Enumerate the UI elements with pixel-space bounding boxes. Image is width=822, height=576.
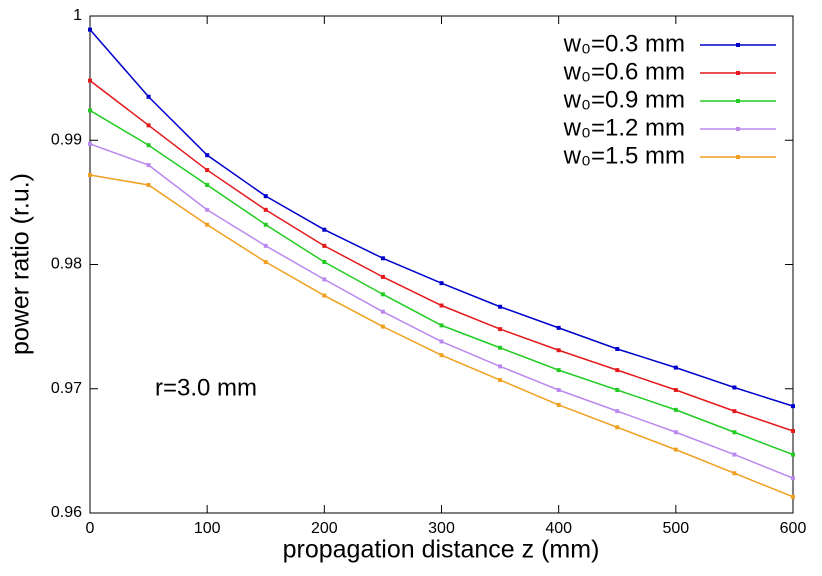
point-marker [380, 256, 385, 261]
point-marker [88, 173, 92, 178]
point-marker [732, 452, 737, 457]
point-marker [732, 385, 737, 390]
point-marker [263, 207, 268, 212]
point-marker [88, 78, 92, 83]
x-tick-label: 400 [545, 520, 572, 537]
point-marker [791, 428, 795, 433]
x-tick-label: 300 [428, 520, 455, 537]
point-marker [673, 365, 678, 370]
point-marker [556, 387, 561, 392]
point-marker [732, 409, 737, 414]
point-marker [322, 227, 327, 232]
point-marker [205, 222, 210, 227]
point-marker [439, 281, 444, 286]
legend-label: w₀=0.6 mm [563, 58, 685, 85]
point-marker [615, 368, 620, 373]
point-marker [615, 409, 620, 414]
x-tick-label: 100 [194, 520, 221, 537]
y-tick-label: 0.96 [51, 504, 82, 521]
point-marker [615, 346, 620, 351]
point-marker [439, 339, 444, 344]
x-axis-label: propagation distance z (mm) [283, 536, 600, 564]
point-marker [556, 402, 561, 407]
legend-marker [736, 155, 740, 159]
point-marker [263, 260, 268, 265]
x-tick-label: 0 [86, 520, 95, 537]
legend-label: w₀=0.3 mm [563, 30, 685, 57]
legend-label: w₀=1.2 mm [563, 114, 685, 141]
point-marker [673, 447, 678, 452]
point-marker [322, 243, 327, 248]
point-marker [498, 304, 503, 309]
point-marker [498, 378, 503, 383]
point-marker [322, 293, 327, 298]
x-tick-label: 200 [311, 520, 338, 537]
point-marker [673, 430, 678, 435]
point-marker [380, 292, 385, 297]
point-marker [498, 327, 503, 332]
point-marker [791, 452, 795, 457]
point-marker [615, 425, 620, 430]
point-marker [439, 303, 444, 308]
point-marker [146, 163, 151, 168]
legend-marker [736, 99, 740, 103]
point-marker [263, 222, 268, 227]
legend-marker [736, 71, 740, 75]
point-marker [732, 471, 737, 476]
legend-label: w₀=1.5 mm [563, 142, 685, 169]
point-marker [439, 323, 444, 328]
point-marker [263, 243, 268, 248]
point-marker [498, 345, 503, 350]
point-marker [146, 182, 151, 187]
point-marker [791, 404, 795, 409]
y-axis-label: power ratio (r.u.) [7, 173, 35, 355]
point-marker [88, 108, 92, 113]
point-marker [380, 324, 385, 329]
point-marker [380, 274, 385, 279]
y-tick-label: 0.97 [51, 380, 82, 397]
point-marker [88, 27, 92, 32]
y-tick-label: 1 [73, 7, 82, 24]
legend-marker [736, 127, 740, 131]
point-marker [205, 168, 210, 173]
series-line [89, 29, 794, 407]
point-marker [205, 153, 210, 158]
y-tick-label: 0.98 [51, 256, 82, 273]
legend-label: w₀=0.9 mm [563, 86, 685, 113]
point-marker [263, 194, 268, 199]
y-tick-label: 0.99 [51, 131, 82, 148]
series-line [89, 174, 794, 498]
point-marker [146, 123, 151, 128]
point-marker [673, 387, 678, 392]
point-marker [615, 387, 620, 392]
point-marker [439, 353, 444, 358]
x-tick-label: 600 [780, 520, 807, 537]
point-marker [732, 430, 737, 435]
point-marker [205, 182, 210, 187]
x-tick-label: 500 [662, 520, 689, 537]
point-marker [380, 309, 385, 314]
point-marker [556, 368, 561, 373]
point-marker [556, 325, 561, 330]
point-marker [322, 277, 327, 282]
point-marker [146, 94, 151, 99]
point-marker [791, 494, 795, 499]
point-marker [498, 364, 503, 369]
point-marker [673, 407, 678, 412]
point-marker [556, 348, 561, 353]
point-marker [146, 143, 151, 148]
point-marker [205, 207, 210, 212]
plot-frame [89, 15, 794, 514]
point-marker [322, 260, 327, 265]
series-line [89, 143, 794, 479]
annotation: r=3.0 mm [155, 374, 257, 401]
point-marker [88, 141, 92, 146]
legend-marker [736, 43, 740, 47]
point-marker [791, 476, 795, 481]
